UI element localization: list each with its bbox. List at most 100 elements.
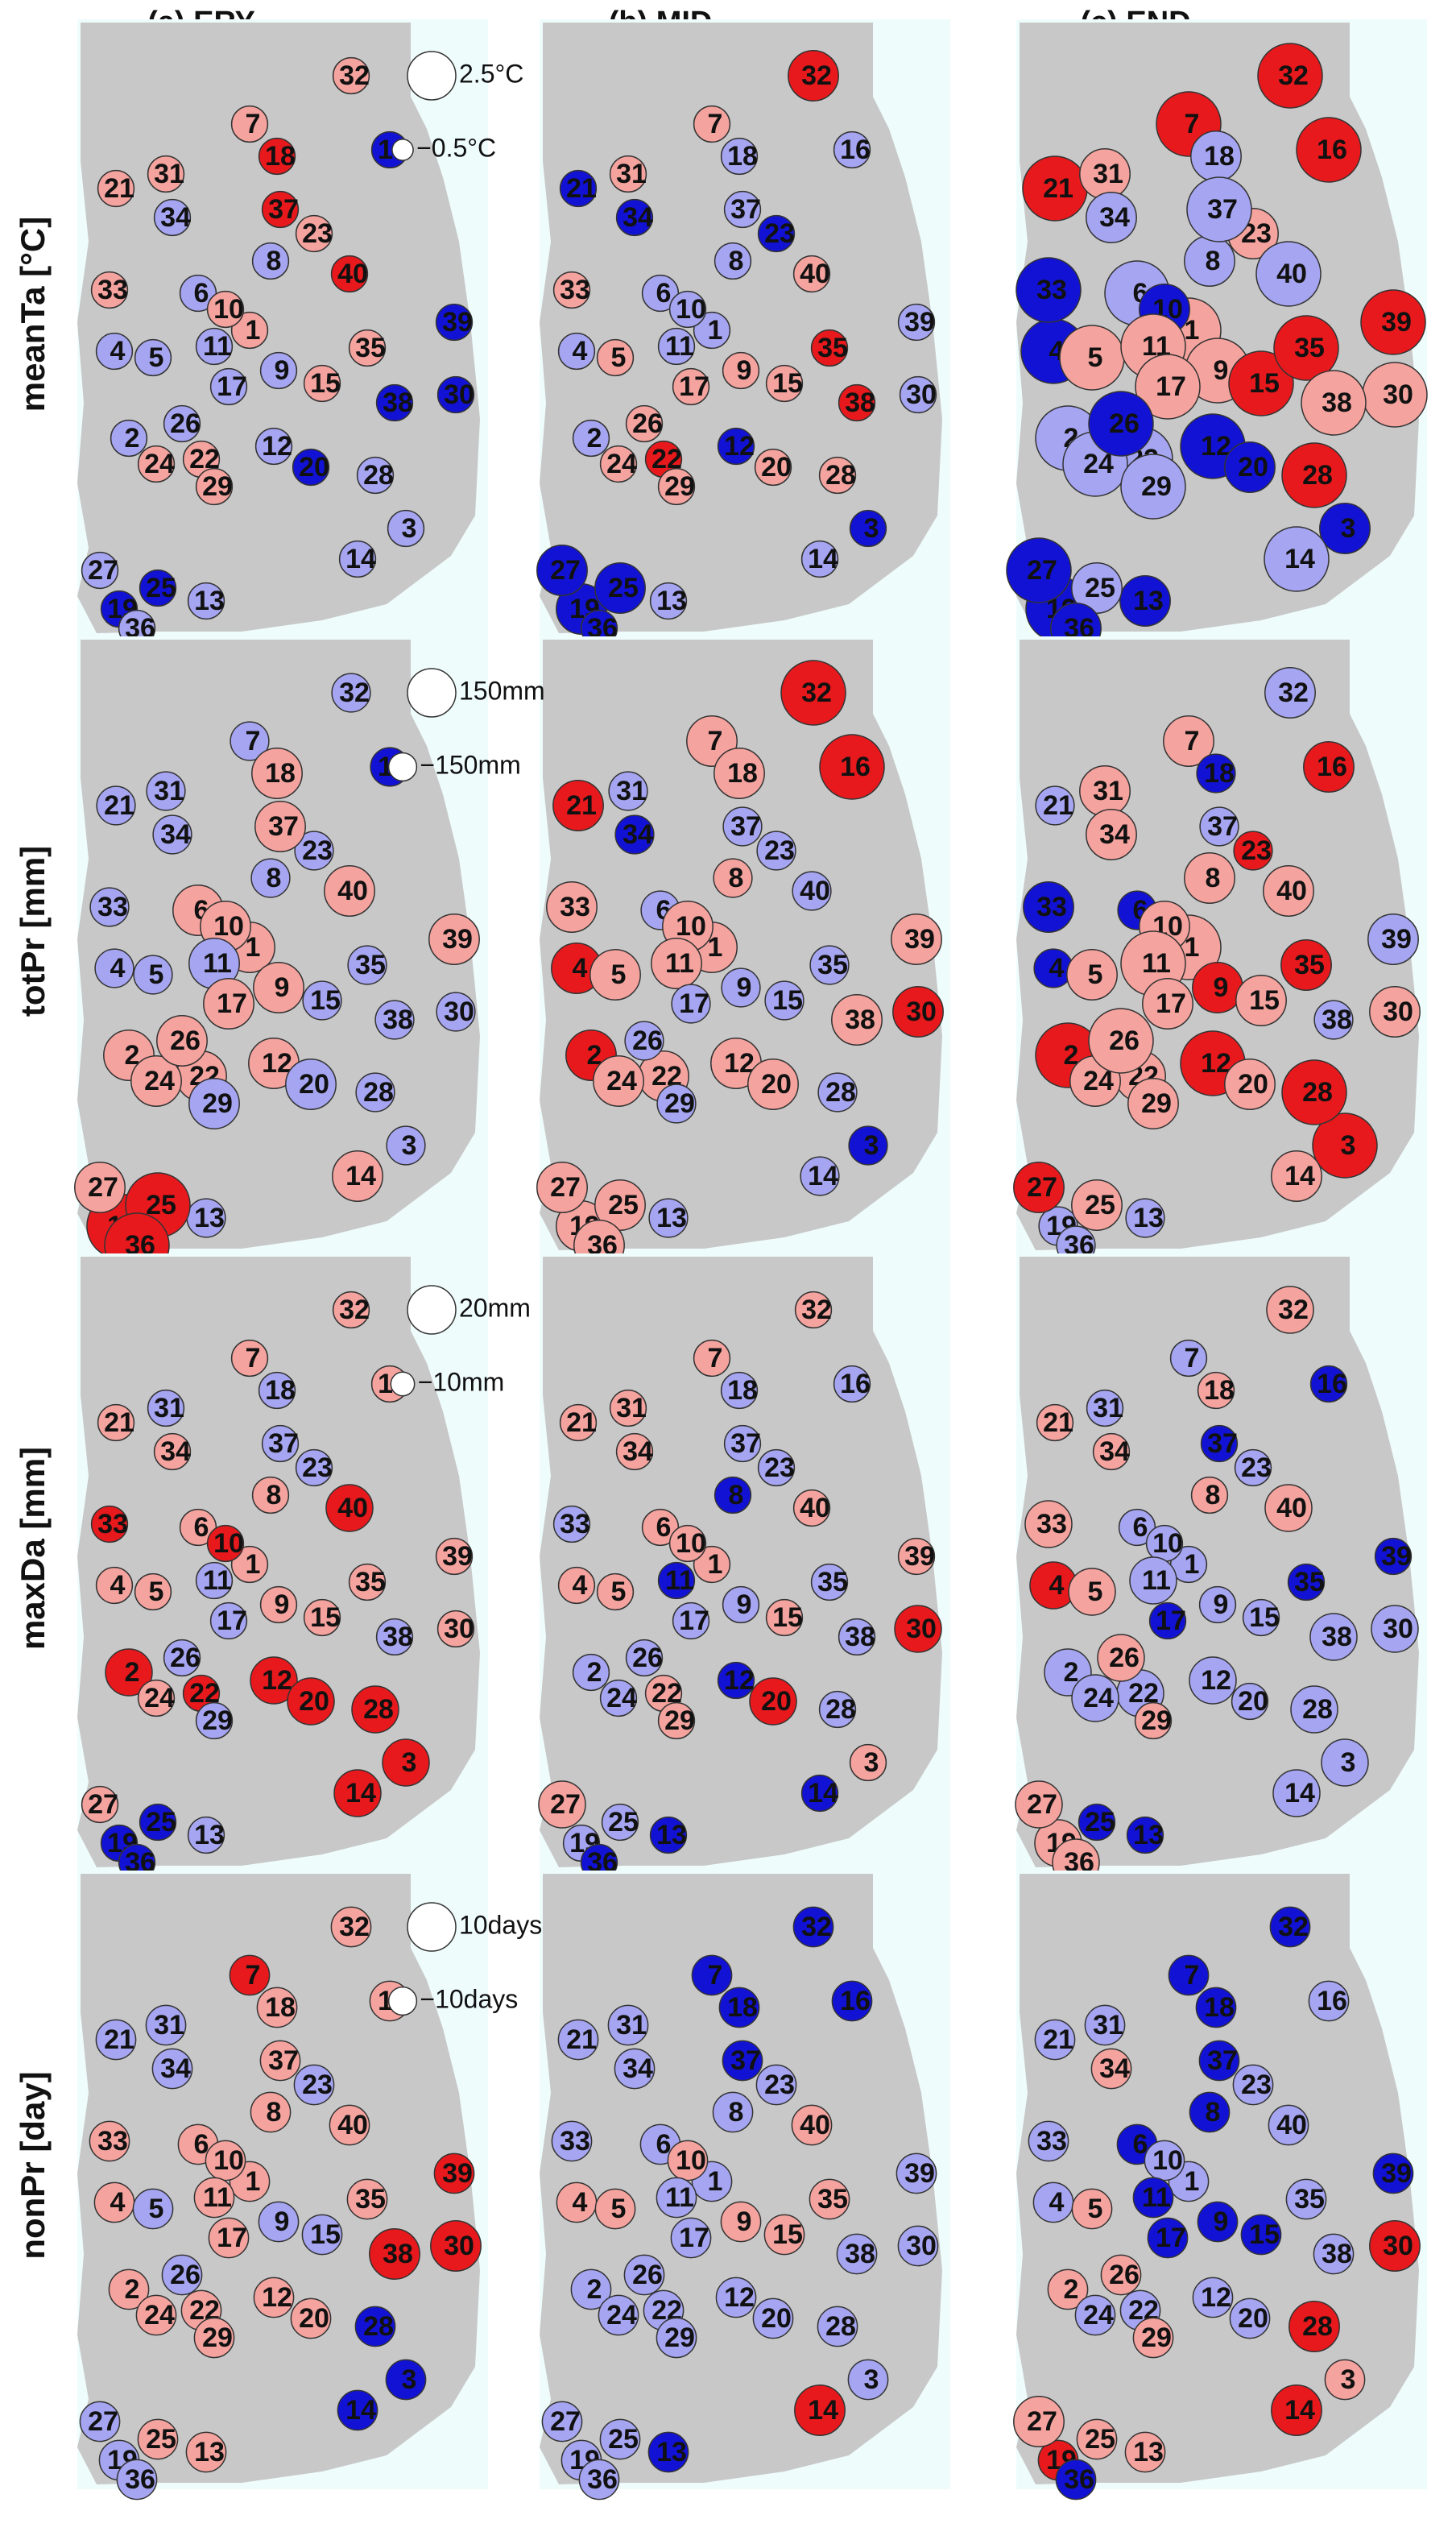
station-bubble xyxy=(1119,575,1171,627)
station-label: 26 xyxy=(170,408,201,439)
station-bubble xyxy=(1200,1424,1239,1463)
station-label: 21 xyxy=(566,790,597,821)
station-label: 27 xyxy=(550,555,581,586)
station-bubble xyxy=(147,155,185,193)
station-label: 33 xyxy=(560,275,590,305)
station-label: 9 xyxy=(737,2206,752,2237)
station-bubble xyxy=(1312,1112,1378,1179)
station-label: 8 xyxy=(1206,1480,1221,1510)
station-label: 37 xyxy=(268,1428,299,1459)
station-label: 27 xyxy=(88,2406,118,2437)
station-label: 24 xyxy=(606,2300,637,2331)
station-label: 5 xyxy=(611,1577,627,1607)
station-bubble xyxy=(757,214,796,253)
station-label: 23 xyxy=(302,218,333,249)
station-label: 8 xyxy=(729,246,744,276)
station-label: 20 xyxy=(299,1686,329,1717)
station-bubble xyxy=(712,2091,754,2133)
station-label: 16 xyxy=(840,1986,871,2016)
station-label: 24 xyxy=(1083,2300,1114,2331)
station-bubble xyxy=(1313,1000,1354,1040)
station-bubble xyxy=(794,2384,846,2436)
station-label: 6 xyxy=(656,1512,672,1543)
station-label: 6 xyxy=(194,278,209,309)
station-label: 35 xyxy=(355,2184,386,2215)
station-label: 17 xyxy=(1156,371,1186,402)
station-bubble xyxy=(435,1537,474,1576)
station-label: 26 xyxy=(170,2260,201,2290)
station-label: 2 xyxy=(125,423,140,454)
station-label: 9 xyxy=(1214,972,1229,1003)
station-label: 35 xyxy=(1294,333,1325,363)
station-bubble xyxy=(251,748,303,799)
station-bubble xyxy=(625,1639,664,1677)
station-bubble xyxy=(348,1563,387,1601)
station-label: 3 xyxy=(1341,1747,1356,1778)
station-label: 30 xyxy=(906,379,937,410)
station-label: 35 xyxy=(1294,2184,1325,2215)
station-label: 25 xyxy=(1085,573,1115,603)
station-label: 15 xyxy=(310,368,341,399)
station-bubble xyxy=(258,1371,296,1410)
station-label: 40 xyxy=(800,259,830,289)
station-label: 17 xyxy=(679,371,709,402)
station-label: 16 xyxy=(1317,752,1347,782)
station-label: 11 xyxy=(203,948,232,979)
station-label: 28 xyxy=(363,460,394,491)
station-bubble xyxy=(722,351,760,390)
station-label: 36 xyxy=(587,2464,618,2495)
legend-bubble xyxy=(407,1285,457,1335)
station-bubble xyxy=(764,980,805,1021)
station-bubble xyxy=(251,1476,290,1514)
station-bubble xyxy=(836,2233,878,2275)
station-label: 12 xyxy=(262,1048,292,1079)
station-label: 29 xyxy=(202,2322,233,2353)
station-label: 21 xyxy=(104,1407,134,1438)
station-bubble xyxy=(137,445,176,483)
station-bubble xyxy=(195,1701,234,1740)
station-label: 3 xyxy=(864,2364,879,2395)
station-label: 40 xyxy=(1276,1493,1307,1523)
station-label: 30 xyxy=(1383,2231,1413,2261)
station-label: 35 xyxy=(817,950,848,980)
station-label: 15 xyxy=(310,1602,341,1633)
station-bubble xyxy=(324,865,375,917)
station-bubble xyxy=(651,938,702,989)
station-label: 5 xyxy=(611,2194,627,2224)
station-label: 29 xyxy=(1141,1705,1172,1736)
station-label: 23 xyxy=(1241,835,1272,866)
station-bubble xyxy=(1264,526,1330,592)
station-bubble xyxy=(94,948,134,988)
station-label: 16 xyxy=(1317,1986,1347,2016)
station-label: 12 xyxy=(724,1048,755,1079)
station-bubble xyxy=(386,1125,426,1166)
station-bubble xyxy=(831,1980,873,2022)
station-label: 21 xyxy=(1043,790,1073,821)
map-panel: 1234567891011121314151617181920212223242… xyxy=(536,636,950,1271)
station-label: 32 xyxy=(339,1912,370,1942)
station-bubble xyxy=(552,1505,591,1543)
station-label: 39 xyxy=(904,307,935,338)
station-label: 3 xyxy=(402,1130,417,1161)
station-label: 14 xyxy=(808,1161,838,1191)
station-label: 5 xyxy=(611,342,627,373)
station-label: 32 xyxy=(1278,677,1309,708)
station-bubble xyxy=(557,1566,596,1605)
station-bubble xyxy=(1255,241,1322,307)
station-bubble xyxy=(375,1618,414,1656)
station-label: 20 xyxy=(1238,2303,1268,2334)
station-label: 11 xyxy=(665,948,694,979)
station-bubble xyxy=(195,327,234,366)
station-bubble xyxy=(332,1150,383,1202)
station-bubble xyxy=(259,1585,298,1624)
station-label: 27 xyxy=(1027,1789,1057,1820)
station-bubble xyxy=(1296,117,1362,183)
station-label: 4 xyxy=(110,953,126,984)
station-bubble xyxy=(817,1072,858,1112)
station-bubble xyxy=(330,255,369,293)
station-label: 7 xyxy=(1185,109,1200,139)
station-bubble xyxy=(385,2359,427,2401)
station-bubble xyxy=(848,1125,888,1166)
station-label: 9 xyxy=(1214,355,1229,386)
station-label: 18 xyxy=(727,1375,758,1406)
